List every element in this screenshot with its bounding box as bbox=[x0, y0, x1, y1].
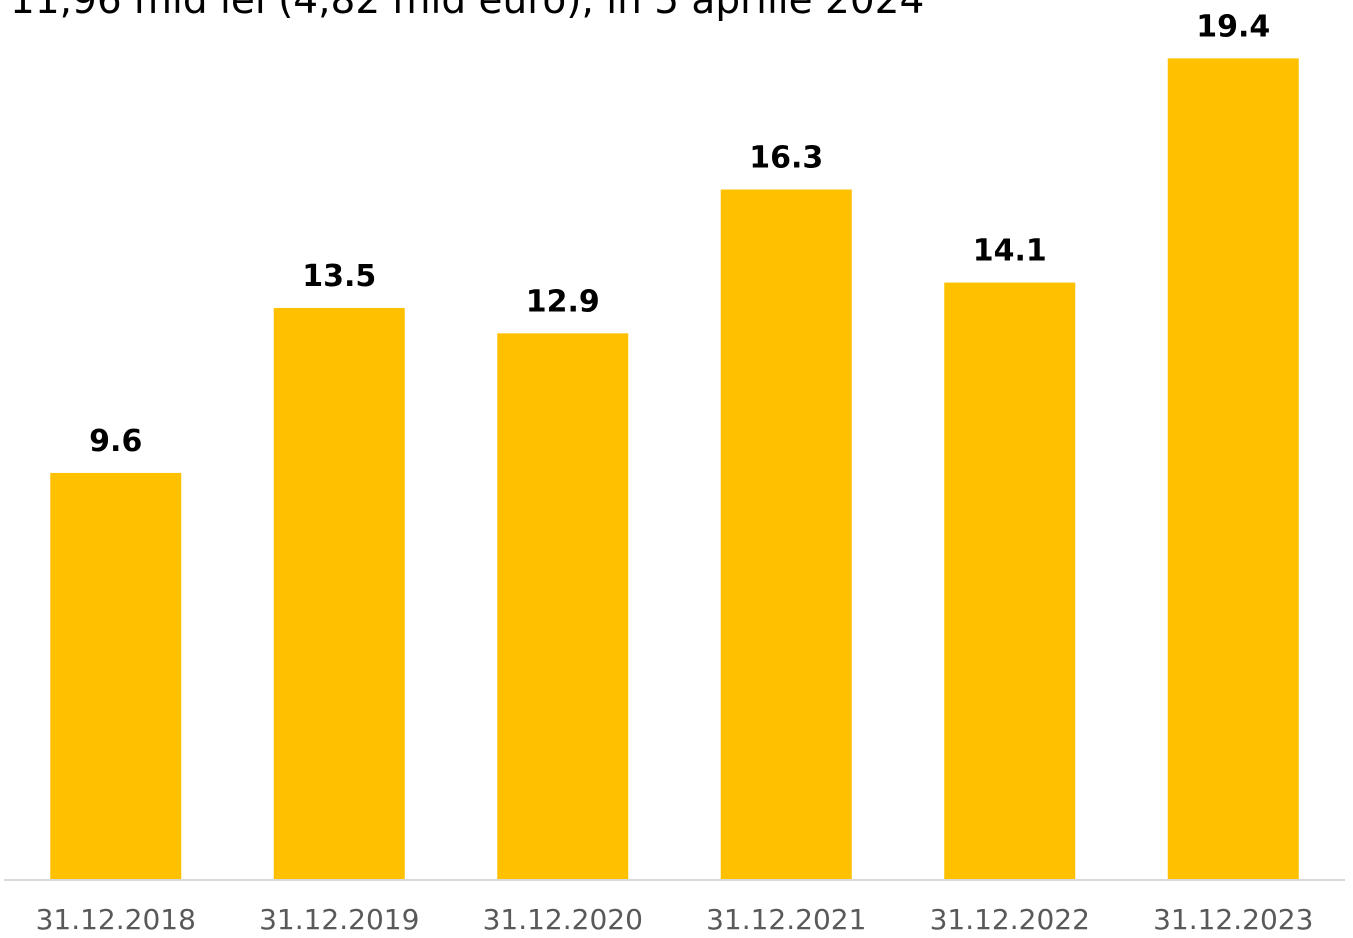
data-label: 19.4 bbox=[1196, 9, 1270, 44]
data-labels-group: 9.6 13.5 12.9 16.3 14.1 19.4 bbox=[89, 9, 1270, 459]
bar-31.12.2023 bbox=[1167, 58, 1299, 879]
bar-31.12.2021 bbox=[720, 189, 852, 879]
x-tick-label: 31.12.2023 bbox=[1153, 903, 1313, 936]
bar-31.12.2022 bbox=[944, 282, 1076, 879]
x-tick-label: 31.12.2022 bbox=[930, 903, 1090, 936]
x-tick-label: 31.12.2021 bbox=[706, 903, 866, 936]
bar-31.12.2020 bbox=[497, 333, 629, 880]
x-tick-label: 31.12.2018 bbox=[36, 903, 196, 936]
bars-group bbox=[50, 58, 1299, 880]
chart-title: 11,96 mld lei (4,82 mld euro), în 5 apri… bbox=[10, 0, 925, 23]
x-tick-label: 31.12.2019 bbox=[259, 903, 419, 936]
data-label: 16.3 bbox=[749, 141, 823, 176]
bar-31.12.2019 bbox=[273, 307, 405, 879]
x-tick-label: 31.12.2020 bbox=[483, 903, 643, 936]
data-label: 9.6 bbox=[89, 424, 142, 459]
data-label: 14.1 bbox=[973, 234, 1047, 269]
bar-31.12.2018 bbox=[50, 472, 182, 879]
x-tick-labels-group: 31.12.2018 31.12.2019 31.12.2020 31.12.2021… bbox=[36, 903, 1314, 936]
data-label: 12.9 bbox=[526, 284, 600, 319]
data-label: 13.5 bbox=[302, 259, 376, 294]
